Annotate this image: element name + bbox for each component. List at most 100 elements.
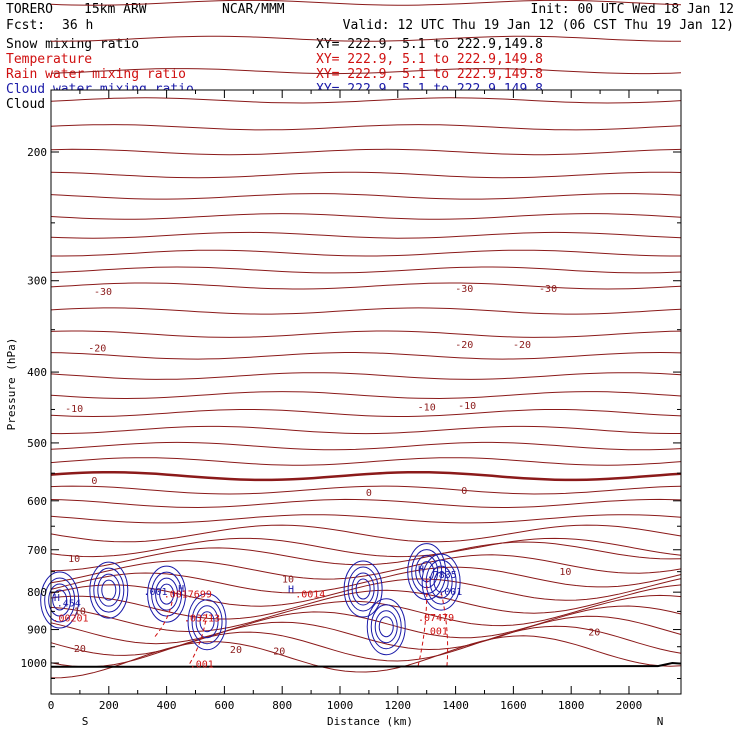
x-tick-label: 200 (99, 699, 119, 712)
header: TORERO 15km ARW NCAR/MMM Init: 00 UTC We… (6, 2, 734, 33)
cloud-water-contour (52, 589, 68, 611)
isotherm-label: 20 (230, 645, 242, 656)
field-value-label: .001 (424, 626, 448, 637)
cloud-water-contour (374, 610, 398, 644)
isotherm-label: -30 (455, 284, 473, 295)
isotherm-label: 10 (68, 554, 80, 565)
cloud-water-contour (159, 583, 175, 605)
isotherm-line (50, 457, 682, 466)
isotherm-label: -10 (458, 401, 476, 412)
isotherm-label: -20 (455, 340, 473, 351)
isotherm-label: 0 (461, 486, 467, 497)
center-name: NCAR/MMM (222, 2, 285, 17)
cloud-water-contour (191, 599, 223, 645)
isotherm-line (50, 282, 682, 290)
isotherm-line (51, 35, 681, 42)
isotherm-line (50, 441, 682, 451)
cloud-water-contours (40, 543, 461, 656)
isotherm-lines (50, 0, 682, 679)
y-axis-title: Pressure (hPa) (5, 338, 18, 431)
isotherm-line (50, 425, 681, 435)
field-value-label: H (288, 585, 294, 596)
field-name-0: Snow mixing ratio (6, 37, 139, 52)
cloud-water-contour (155, 577, 179, 611)
isotherm-label: 10 (74, 607, 86, 618)
field-value-label: .00201 (52, 614, 88, 625)
cloud-water-contour (93, 567, 125, 613)
cloud-water-contour (370, 604, 402, 650)
cloud-water-contour (343, 560, 383, 618)
field-section-1: XY= 222.9, 5.1 to 222.9,149.8 (316, 52, 543, 67)
isotherm-line (50, 193, 682, 200)
valid-time: Valid: 12 UTC Thu 19 Jan 12 (06 CST Thu … (343, 18, 734, 33)
rain-water-contour (189, 611, 208, 664)
x-tick-label: 600 (214, 699, 234, 712)
isotherm-line (50, 554, 682, 584)
x-tick-label: 0 (48, 699, 55, 712)
isotherm-line (50, 409, 682, 418)
isotherm-line (51, 249, 681, 257)
cloud-water-contour (351, 572, 375, 606)
field-value-label: H (178, 584, 184, 595)
isotherm-label: 20 (273, 647, 285, 658)
cloud-water-contour (429, 565, 453, 599)
field-value-label: H (54, 593, 60, 604)
y-tick-label: 700 (27, 544, 47, 557)
model-resolution: 15km ARW (84, 2, 147, 17)
isotherm-line (50, 124, 682, 131)
rain-water-contour (440, 592, 449, 667)
isotherm-label: -20 (513, 340, 531, 351)
x-tick-label: 400 (157, 699, 177, 712)
field-name-2: Rain water mixing ratio (6, 67, 186, 82)
cloud-water-contour (421, 553, 461, 611)
x-tick-label: 1400 (442, 699, 469, 712)
y-tick-label: 1000 (21, 657, 48, 670)
field-value-label: .001 (190, 660, 214, 671)
y-tick-label: 500 (27, 437, 47, 450)
y-tick-label: 800 (27, 586, 47, 599)
isotherm-line (50, 266, 682, 274)
y-tick-label: 300 (27, 275, 47, 288)
isotherm-line (50, 148, 682, 156)
cloud-water-contour (433, 571, 449, 593)
cloud-water-contour (199, 611, 215, 633)
init-time: Init: 00 UTC Wed 18 Jan 12 (531, 2, 735, 17)
cloud-water-contour (40, 571, 80, 629)
field-value-label: .0017699 (164, 589, 212, 600)
x-tick-label: 800 (272, 699, 292, 712)
field-value-label: .001 (438, 587, 462, 598)
y-tick-label: 900 (27, 624, 47, 637)
cloud-water-contour (425, 559, 457, 605)
x-axis-title: Distance (km) (327, 715, 413, 728)
forecast-hour: 36 h (62, 18, 93, 33)
isotherm-line (50, 330, 682, 338)
plot-area: -30 -30 -30 -20 -20 -20 -10 -10 -10 0 0 0 10 10 10 10 20… (21, 0, 682, 712)
isotherm-line (50, 605, 682, 645)
isotherm-label: 10 (282, 574, 294, 585)
isotherm-line (50, 635, 682, 679)
isotherm-line (50, 541, 682, 572)
x-tick-label: 1600 (500, 699, 527, 712)
isotherm-line (50, 97, 682, 104)
y-tick-label: 400 (27, 366, 47, 379)
y-tick-label: 600 (27, 495, 47, 508)
isotherm-label: 0 (91, 476, 97, 487)
field-value-label: .001 (143, 587, 167, 598)
isotherm-label: -10 (65, 404, 83, 415)
cloud-water-contour (147, 565, 187, 623)
rain-water-contour (154, 599, 173, 637)
field-section-2: XY= 222.9, 5.1 to 222.9,149.8 (316, 67, 543, 82)
isotherm-label: 10 (559, 567, 571, 578)
isotherm-label: -10 (418, 403, 436, 414)
isotherm-line (50, 498, 682, 509)
x-axis: 0 200 400 600 800 1000 1200 1400 1600 1800 2000 (48, 90, 659, 712)
field-value-label: .454 (57, 599, 81, 610)
cloud-water-contour (89, 561, 129, 619)
isotherm-label: -20 (88, 343, 106, 354)
cloud-water-contour (48, 583, 72, 617)
isotherm-label: -30 (94, 287, 112, 298)
cloud-water-contour (101, 579, 117, 601)
cloud-water-contour (44, 577, 76, 623)
